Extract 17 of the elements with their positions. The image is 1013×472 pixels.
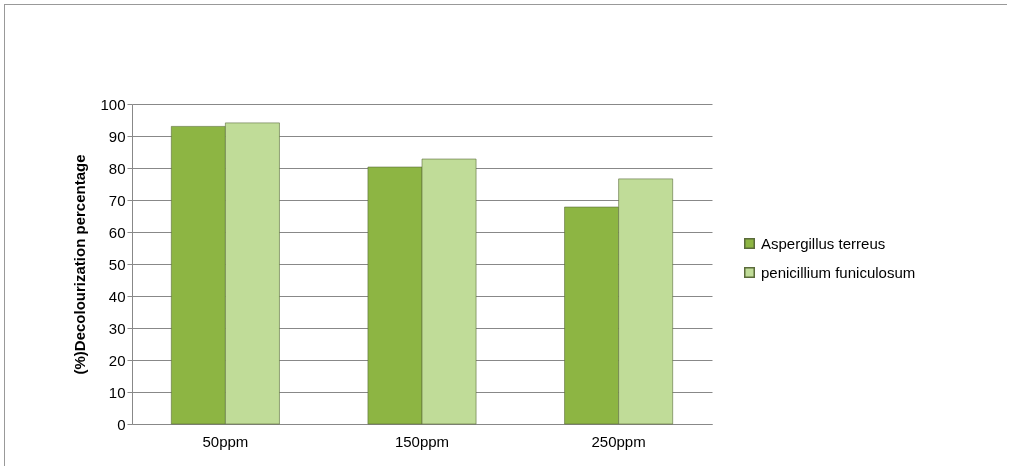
- legend-label: penicillium funiculosum: [761, 263, 916, 281]
- y-tick-label: 70: [108, 191, 126, 209]
- y-tick-label: 90: [108, 127, 126, 145]
- y-axis-title: (%)Decolourization percentage: [71, 154, 89, 375]
- y-tick-label: 100: [100, 95, 126, 113]
- y-tick-label: 30: [108, 319, 126, 337]
- y-tick-label: 40: [108, 287, 126, 305]
- x-tick-label: 250ppm: [591, 432, 646, 450]
- y-tick-label: 0: [117, 415, 126, 433]
- y-tick-label: 20: [108, 351, 126, 369]
- x-tick-label: 150ppm: [394, 432, 450, 450]
- y-tick-label: 60: [108, 223, 126, 241]
- y-tick-label: 50: [108, 255, 126, 273]
- y-tick-label: 80: [108, 159, 126, 177]
- legend-label: Aspergillus terreus: [761, 234, 886, 252]
- y-tick-label: 10: [108, 383, 126, 401]
- x-tick-label: 50ppm: [202, 432, 249, 450]
